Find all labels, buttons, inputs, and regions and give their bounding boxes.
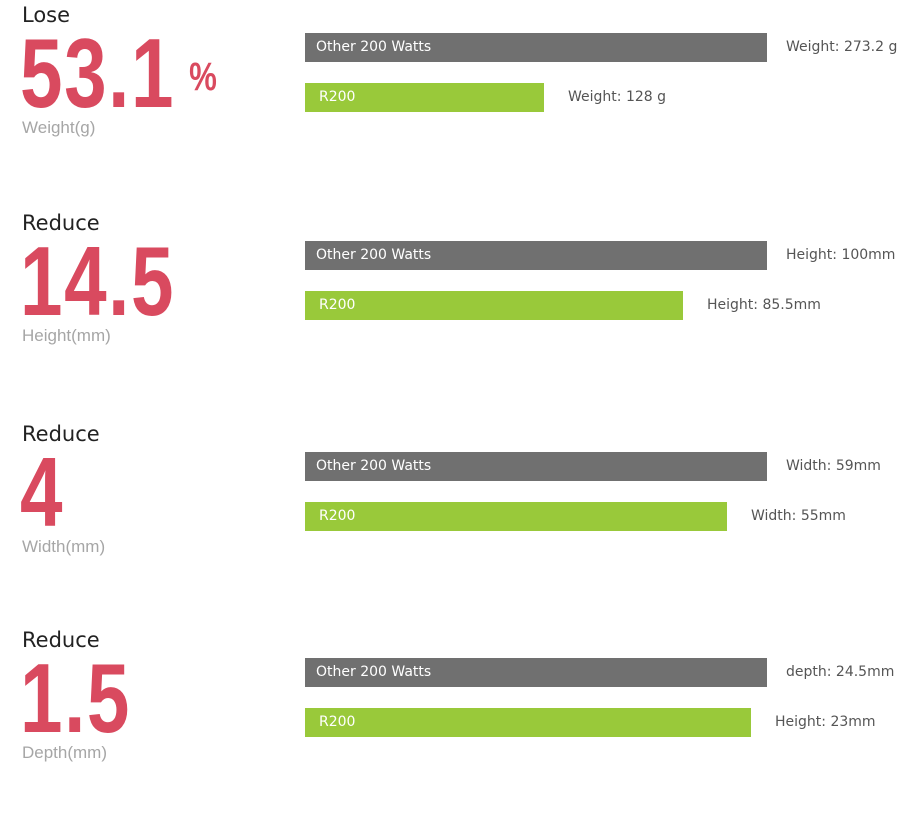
- metric-subtitle: Width(mm): [22, 537, 106, 556]
- other-value-label: depth: 24.5mm: [786, 664, 895, 680]
- big-number: 14.5: [20, 226, 176, 336]
- metric-big-value: 1.5: [20, 649, 131, 747]
- bar-other: Other 200 Watts: [305, 241, 767, 270]
- bar-other: Other 200 Watts: [305, 33, 767, 62]
- other-value-label: Height: 100mm: [786, 247, 896, 263]
- r200-value-label: Width: 55mm: [751, 508, 846, 524]
- metric-heading: Reduce: [22, 422, 100, 446]
- metric-big-value: 14.5: [20, 232, 175, 330]
- r200-value-label: Height: 23mm: [775, 714, 876, 730]
- metric-section: Reduce 1.5 Depth(mm) Other 200 Watts dep…: [0, 625, 918, 825]
- big-number: 53.1: [20, 18, 176, 128]
- metric-big-value: 53.1%: [20, 24, 218, 122]
- r200-value-label: Weight: 128 g: [568, 89, 666, 105]
- bar-series-label: R200: [319, 508, 356, 524]
- metric-heading: Reduce: [22, 211, 100, 235]
- metric-section: Lose 53.1% Weight(g) Other 200 Watts Wei…: [0, 0, 918, 200]
- bar-r200: R200: [305, 708, 751, 737]
- bar-r200: R200: [305, 502, 727, 531]
- other-value-label: Weight: 273.2 g: [786, 39, 898, 55]
- r200-value-label: Height: 85.5mm: [707, 297, 821, 313]
- metric-heading: Reduce: [22, 628, 100, 652]
- bar-r200: R200: [305, 83, 544, 112]
- metric-section: Reduce 14.5 Height(mm) Other 200 Watts H…: [0, 208, 918, 408]
- bar-series-label: Other 200 Watts: [316, 247, 432, 263]
- other-value-label: Width: 59mm: [786, 458, 881, 474]
- metric-heading: Lose: [22, 3, 71, 27]
- bar-series-label: R200: [319, 89, 356, 105]
- big-number: 4: [20, 437, 65, 547]
- bar-r200: R200: [305, 291, 683, 320]
- big-number: 1.5: [20, 643, 131, 753]
- metric-big-value: 4: [20, 443, 64, 541]
- bar-other: Other 200 Watts: [305, 452, 767, 481]
- metric-subtitle: Height(mm): [22, 326, 111, 345]
- bar-series-label: Other 200 Watts: [316, 664, 432, 680]
- bar-series-label: R200: [319, 714, 356, 730]
- metric-subtitle: Depth(mm): [22, 743, 108, 762]
- metric-section: Reduce 4 Width(mm) Other 200 Watts Width…: [0, 419, 918, 619]
- bar-other: Other 200 Watts: [305, 658, 767, 687]
- metric-subtitle: Weight(g): [22, 118, 96, 137]
- bar-series-label: Other 200 Watts: [316, 39, 432, 55]
- bar-series-label: Other 200 Watts: [316, 458, 432, 474]
- percent-sign: %: [189, 55, 219, 99]
- bar-series-label: R200: [319, 297, 356, 313]
